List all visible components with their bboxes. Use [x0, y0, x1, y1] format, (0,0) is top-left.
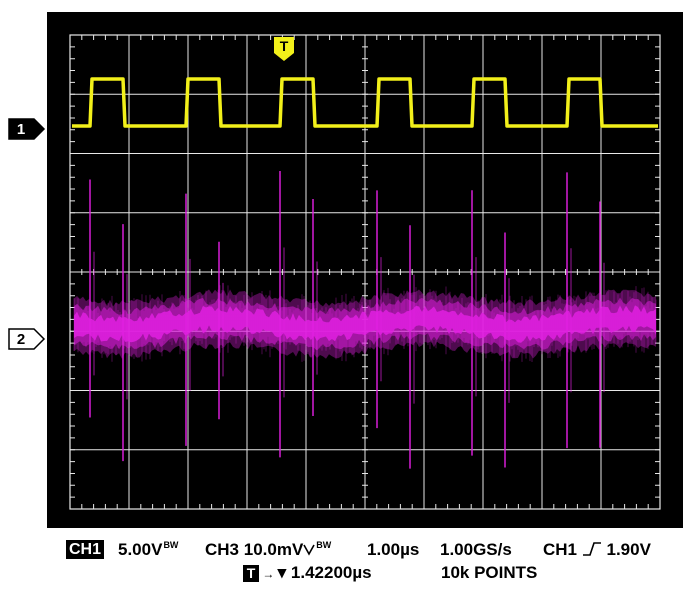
channel-1-marker[interactable]: 1 — [8, 118, 48, 145]
ch3-bw-limit: BW — [316, 540, 332, 551]
timebase-readout[interactable]: 1.00µs — [367, 540, 420, 559]
channel-2-marker-icon: 2 — [8, 328, 46, 350]
arrow-right-icon: → — [259, 567, 278, 581]
trigger-marker-label: T — [280, 38, 289, 54]
trigger-source: CH1 — [543, 540, 578, 559]
channel-1-marker-icon: 1 — [8, 118, 46, 140]
record-length-readout[interactable]: 10k POINTS — [441, 563, 538, 582]
ch1-scale-value: 5.00V — [118, 540, 163, 559]
trigger-marker-icon: T — [274, 37, 294, 61]
ch1-trace — [72, 77, 658, 128]
channel-1-marker-label: 1 — [17, 121, 25, 138]
channel-2-marker[interactable]: 2 — [8, 328, 48, 355]
trigger-level: 1.90V — [606, 540, 651, 559]
trigger-position-marker[interactable]: T — [272, 36, 296, 67]
rising-edge-icon — [582, 542, 601, 556]
trigger-position-value: ▾ 1.42200µs — [277, 563, 372, 582]
trigger-readout[interactable]: CH1 1.90V — [543, 540, 651, 560]
ac-coupling-icon — [303, 544, 315, 556]
trigger-offset-readout[interactable]: T → ▾ 1.42200µs — [243, 563, 372, 583]
ch1-scale[interactable]: 5.00VBW — [118, 540, 178, 560]
scope-screen — [47, 12, 683, 528]
ch3-readout[interactable]: CH3 10.0mV BW — [205, 540, 331, 560]
graticule-ticks — [69, 34, 661, 510]
trigger-offset-icon: T — [243, 565, 259, 582]
ch1-bw-limit: BW — [163, 540, 179, 551]
ch3-scale-value: 10.0mV — [243, 540, 304, 559]
channel-2-marker-label: 2 — [17, 331, 25, 348]
graticule-display — [69, 34, 661, 510]
sample-rate-readout: 1.00GS/s — [440, 540, 512, 559]
ch1-label[interactable]: CH1 — [66, 540, 105, 559]
ch3-noise-lines — [73, 285, 657, 362]
ch3-label: CH3 — [205, 540, 240, 559]
